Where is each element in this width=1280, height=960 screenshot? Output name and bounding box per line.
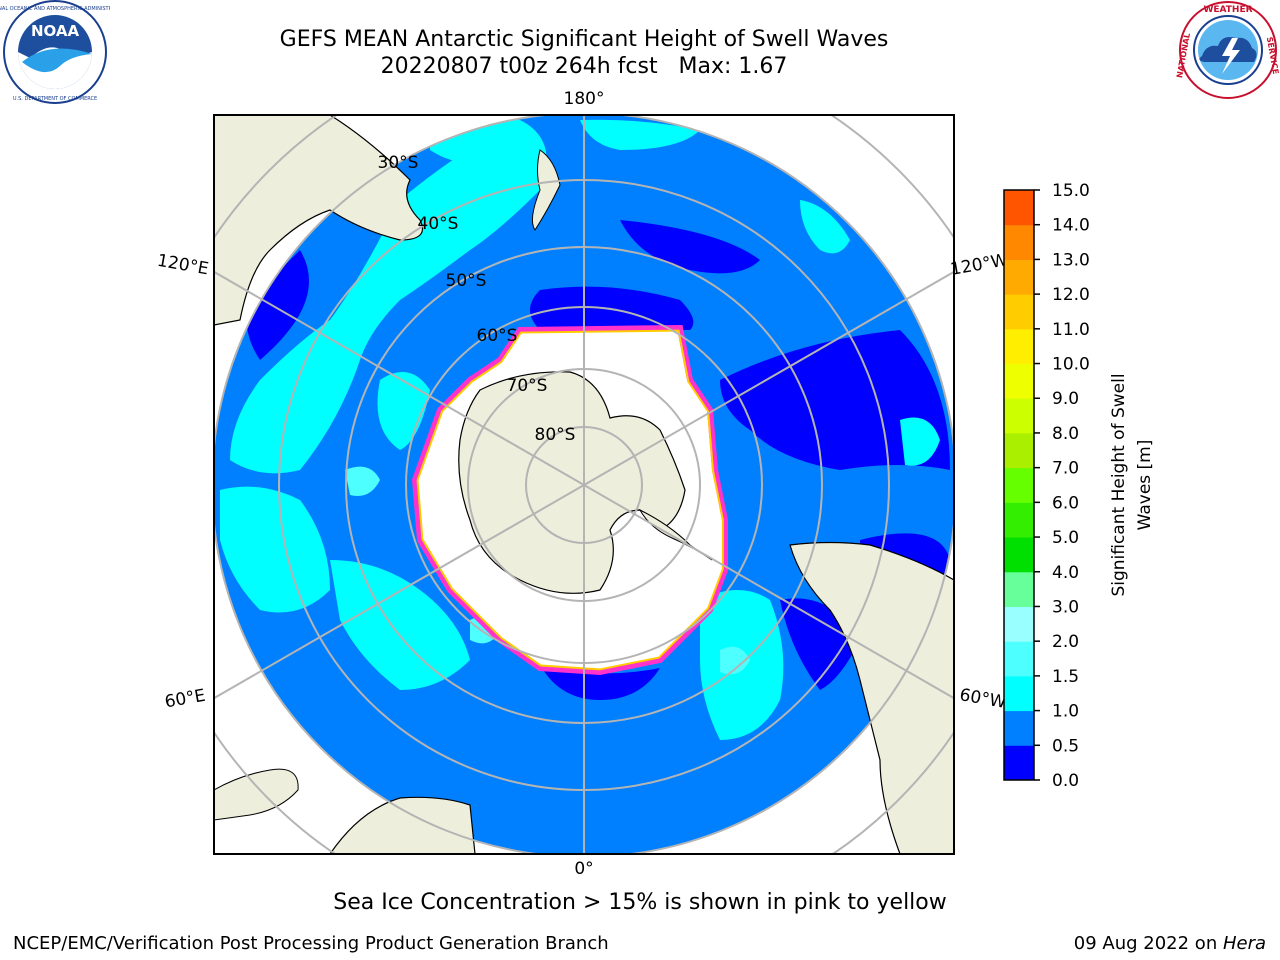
footer-credit: NCEP/EMC/Verification Post Processing Pr… [13,933,609,954]
colorbar-tick-label: 6.0 [1052,493,1079,513]
nws-logo: WEATHER NATIONAL SERVICE [1176,1,1280,99]
colorbar-label-line2: Waves [m] [1135,440,1155,531]
sea-ice-edge-yellow [416,329,724,671]
antarctica [458,371,686,594]
swell-region-mid [230,120,547,474]
swell-region-mid [330,560,470,690]
colorbar-bin [1004,328,1034,365]
noaa-logo-text: NOAA [31,22,80,40]
colorbar-tick-label: 9.0 [1052,389,1079,409]
colorbar-bin [1004,537,1034,573]
colorbar-label-line1: Significant Height of Swell [1109,373,1129,596]
colorbar-tick-label: 3.0 [1052,597,1079,617]
swell-region-low [540,665,660,700]
colorbar-bin [1004,224,1034,260]
swell-region-low [720,330,950,470]
svg-text:WEATHER: WEATHER [1203,5,1252,15]
swell-region-high [720,646,750,675]
chart-title: GEFS MEAN Antarctic Significant Height o… [279,27,889,52]
australia [214,115,424,326]
lon-label-0: 0° [574,859,593,879]
colorbar-bin [1004,571,1034,607]
lat-label-40s: 40°S [418,214,459,234]
swell-region-mid [377,372,430,450]
new-zealand [531,149,561,231]
colorbar-tick-label: 0.0 [1052,771,1079,791]
lat-label-50s: 50°S [446,271,487,291]
swell-region-mid [580,119,700,150]
africa [329,796,476,854]
colorbar-bin [1004,190,1034,226]
lon-label-60e: 60°E [163,686,207,713]
colorbar-bin [1004,294,1034,330]
colorbar-tick-label: 14.0 [1052,216,1090,236]
footer-date-text: 09 Aug 2022 on [1073,933,1223,954]
lon-label-60w: 60°W [958,685,1008,713]
lat-label-30s: 30°S [378,153,419,173]
colorbar-tick-label: 1.5 [1052,667,1079,687]
lat-label-70s: 70°S [507,376,548,396]
colorbar-bin [1004,710,1034,746]
swell-region-low [246,250,309,360]
colorbar-tick-label: 15.0 [1052,181,1090,201]
footer-date: 09 Aug 2022 on Hera [1074,933,1266,954]
map-frame [213,114,955,855]
colorbar-bin [1004,259,1034,295]
colorbar-tick-label: 5.0 [1052,528,1079,548]
lat-label-80s: 80°S [535,425,576,445]
colorbar-tick-label: 10.0 [1052,355,1090,375]
swell-region-high [345,466,380,496]
colorbar-bin [1004,675,1034,712]
colorbar-tick-label: 4.0 [1052,563,1079,583]
lat-label-60s: 60°S [477,326,518,346]
footer-host: Hera [1222,933,1266,954]
lon-label-180: 180° [564,89,605,109]
colorbar-bin [1004,502,1034,538]
colorbar-tick-label: 1.0 [1052,702,1079,722]
swell-region-mid [900,417,940,466]
madagascar [214,768,299,821]
colorbar-tick-label: 0.5 [1052,736,1079,756]
colorbar-bin [1004,432,1034,469]
south-america [789,541,954,854]
colorbar-tick-label: 11.0 [1052,320,1090,340]
colorbar-tick-label: 8.0 [1052,424,1079,444]
swell-region-mid [220,486,330,613]
colorbar-tick-label: 7.0 [1052,459,1079,479]
noaa-logo: NOAA NATIONAL OCEANIC AND ATMOSPHERIC AD… [0,0,110,104]
lon-label-120e: 120°E [156,251,210,280]
lon-label-120w: 120°W [949,250,1010,280]
colorbar-bin [1004,398,1034,434]
swell-region-low [620,220,760,274]
colorbar-tick-label: 12.0 [1052,285,1090,305]
sea-ice-note: Sea Ice Concentration > 15% is shown in … [333,890,947,915]
colorbar-tick-label: 13.0 [1052,250,1090,270]
colorbar-bin [1004,745,1034,781]
antarctic-peninsula [638,508,713,561]
colorbar-bin [1004,467,1034,503]
svg-text:NATIONAL OCEANIC AND ATMOSPHER: NATIONAL OCEANIC AND ATMOSPHERIC ADMINIS… [0,6,110,12]
colorbar-bin [1004,641,1034,677]
svg-text:U.S. DEPARTMENT OF COMMERCE: U.S. DEPARTMENT OF COMMERCE [13,96,97,102]
colorbar-frame [1003,189,1035,781]
colorbar-tick-label: 2.0 [1052,632,1079,652]
graticule [214,115,954,854]
colorbar-bin [1004,606,1034,642]
chart-subtitle: 20220807 t00z 264h fcst Max: 1.67 [380,54,788,79]
colorbar: 0.0 0.5 1.0 1.5 2.0 3.0 4.0 5.0 6.0 7.0 8.0 9.0 10.0… [1003,181,1090,791]
swell-region-mid [800,200,850,254]
colorbar-bin [1004,363,1034,399]
